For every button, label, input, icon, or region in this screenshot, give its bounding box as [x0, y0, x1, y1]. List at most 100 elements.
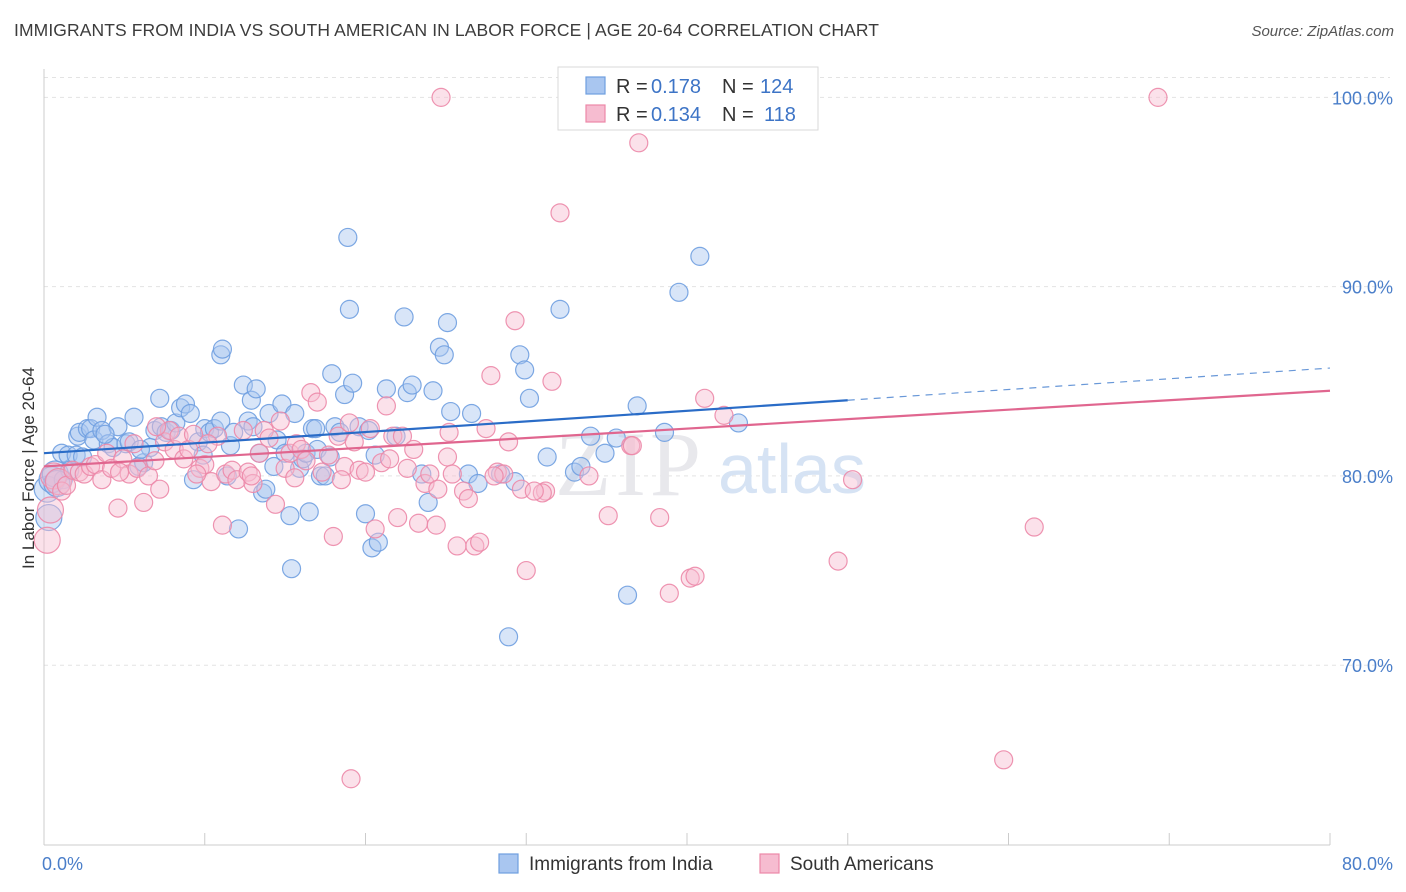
- data-point: [265, 494, 286, 514]
- data-point: [442, 464, 462, 484]
- data-point: [339, 413, 360, 433]
- data-point: [227, 470, 247, 490]
- data-point: [124, 434, 144, 454]
- data-point: [532, 483, 552, 503]
- data-point: [376, 379, 396, 399]
- grid-lines: [44, 76, 1390, 666]
- legend-swatch-south-americans: [585, 104, 606, 123]
- data-point: [434, 345, 454, 365]
- data-point: [312, 462, 332, 482]
- data-point: [299, 502, 319, 522]
- data-point: [515, 360, 535, 380]
- tick-labels: 100.0% 90.0% 80.0% 70.0% 0.0% 80.0%: [42, 88, 1393, 874]
- data-point: [397, 458, 417, 478]
- data-point: [146, 417, 167, 437]
- data-point: [243, 417, 263, 437]
- series-swatch-india: [498, 853, 519, 874]
- data-point: [280, 506, 300, 526]
- data-point: [629, 133, 649, 153]
- data-point: [150, 479, 170, 499]
- y-tick-label-3: 70.0%: [1342, 656, 1393, 676]
- data-point: [301, 383, 321, 403]
- data-point: [272, 394, 292, 414]
- data-point: [341, 769, 361, 789]
- data-point: [598, 506, 618, 526]
- legend-n-label-india: N =: [722, 76, 754, 98]
- data-point: [418, 492, 438, 513]
- data-point: [842, 470, 863, 490]
- data-point: [394, 307, 414, 327]
- data-point: [335, 384, 355, 405]
- legend-r-label-south-americans: R =: [616, 104, 648, 126]
- data-point: [1024, 517, 1044, 537]
- trend-line-0: [43, 399, 848, 455]
- data-point: [222, 460, 242, 480]
- data-point: [428, 479, 448, 499]
- data-point: [476, 419, 496, 439]
- chart-title: IMMIGRANTS FROM INDIA VS SOUTH AMERICAN …: [14, 20, 880, 40]
- axes: [43, 69, 1331, 846]
- data-point: [426, 515, 446, 535]
- series-name-south-americans: South Americans: [790, 854, 934, 875]
- data-point: [315, 466, 335, 486]
- data-point: [360, 419, 380, 439]
- trend-line-1: [43, 389, 1331, 468]
- data-point: [322, 364, 342, 384]
- data-point: [1148, 87, 1168, 107]
- data-point: [519, 388, 540, 408]
- data-point: [355, 462, 376, 482]
- data-point: [481, 366, 501, 386]
- data-point: [510, 345, 530, 365]
- data-point: [659, 583, 679, 603]
- legend-r-label-india: R =: [616, 76, 648, 98]
- data-point: [355, 504, 376, 524]
- data-point: [420, 464, 440, 484]
- data-point: [550, 299, 570, 319]
- data-point: [579, 466, 599, 486]
- data-point: [175, 394, 196, 414]
- data-point: [423, 381, 443, 401]
- data-point: [461, 403, 482, 424]
- data-point: [33, 526, 61, 554]
- data-point: [994, 750, 1014, 770]
- data-point: [498, 627, 519, 647]
- data-point: [109, 462, 130, 482]
- data-point: [627, 396, 647, 416]
- x-tick-label-0: 0.0%: [42, 854, 83, 874]
- data-point: [212, 515, 233, 535]
- data-point: [714, 405, 734, 425]
- data-point: [243, 473, 263, 494]
- data-point: [306, 419, 326, 439]
- data-point: [550, 203, 570, 223]
- watermark-atlas: atlas: [718, 430, 866, 508]
- y-tick-label-1: 90.0%: [1342, 278, 1393, 298]
- data-point: [542, 371, 562, 391]
- data-point: [212, 339, 233, 359]
- data-point: [695, 388, 715, 408]
- data-point: [339, 299, 360, 319]
- data-point: [516, 560, 536, 581]
- data-point: [669, 282, 689, 302]
- data-point: [134, 492, 154, 513]
- data-point: [505, 311, 525, 331]
- data-point: [408, 513, 429, 533]
- data-point: [228, 519, 249, 539]
- data-point: [159, 420, 179, 441]
- watermark: ZIP atlas: [555, 413, 866, 515]
- data-point: [650, 507, 670, 528]
- data-point: [365, 519, 385, 539]
- data-point: [281, 559, 302, 579]
- data-point: [470, 532, 490, 552]
- y-tick-label-2: 80.0%: [1342, 467, 1393, 487]
- data-point: [617, 585, 638, 605]
- data-point: [441, 401, 461, 422]
- data-point: [494, 464, 514, 484]
- data-point: [343, 373, 363, 393]
- source-credit: Source: ZipAtlas.com: [1251, 23, 1394, 40]
- legend-n-value-south-americans: 118: [764, 104, 796, 126]
- data-point: [108, 498, 128, 518]
- data-point: [331, 470, 351, 490]
- series-name-india: Immigrants from India: [529, 854, 713, 875]
- series-swatch-south-americans: [759, 853, 780, 874]
